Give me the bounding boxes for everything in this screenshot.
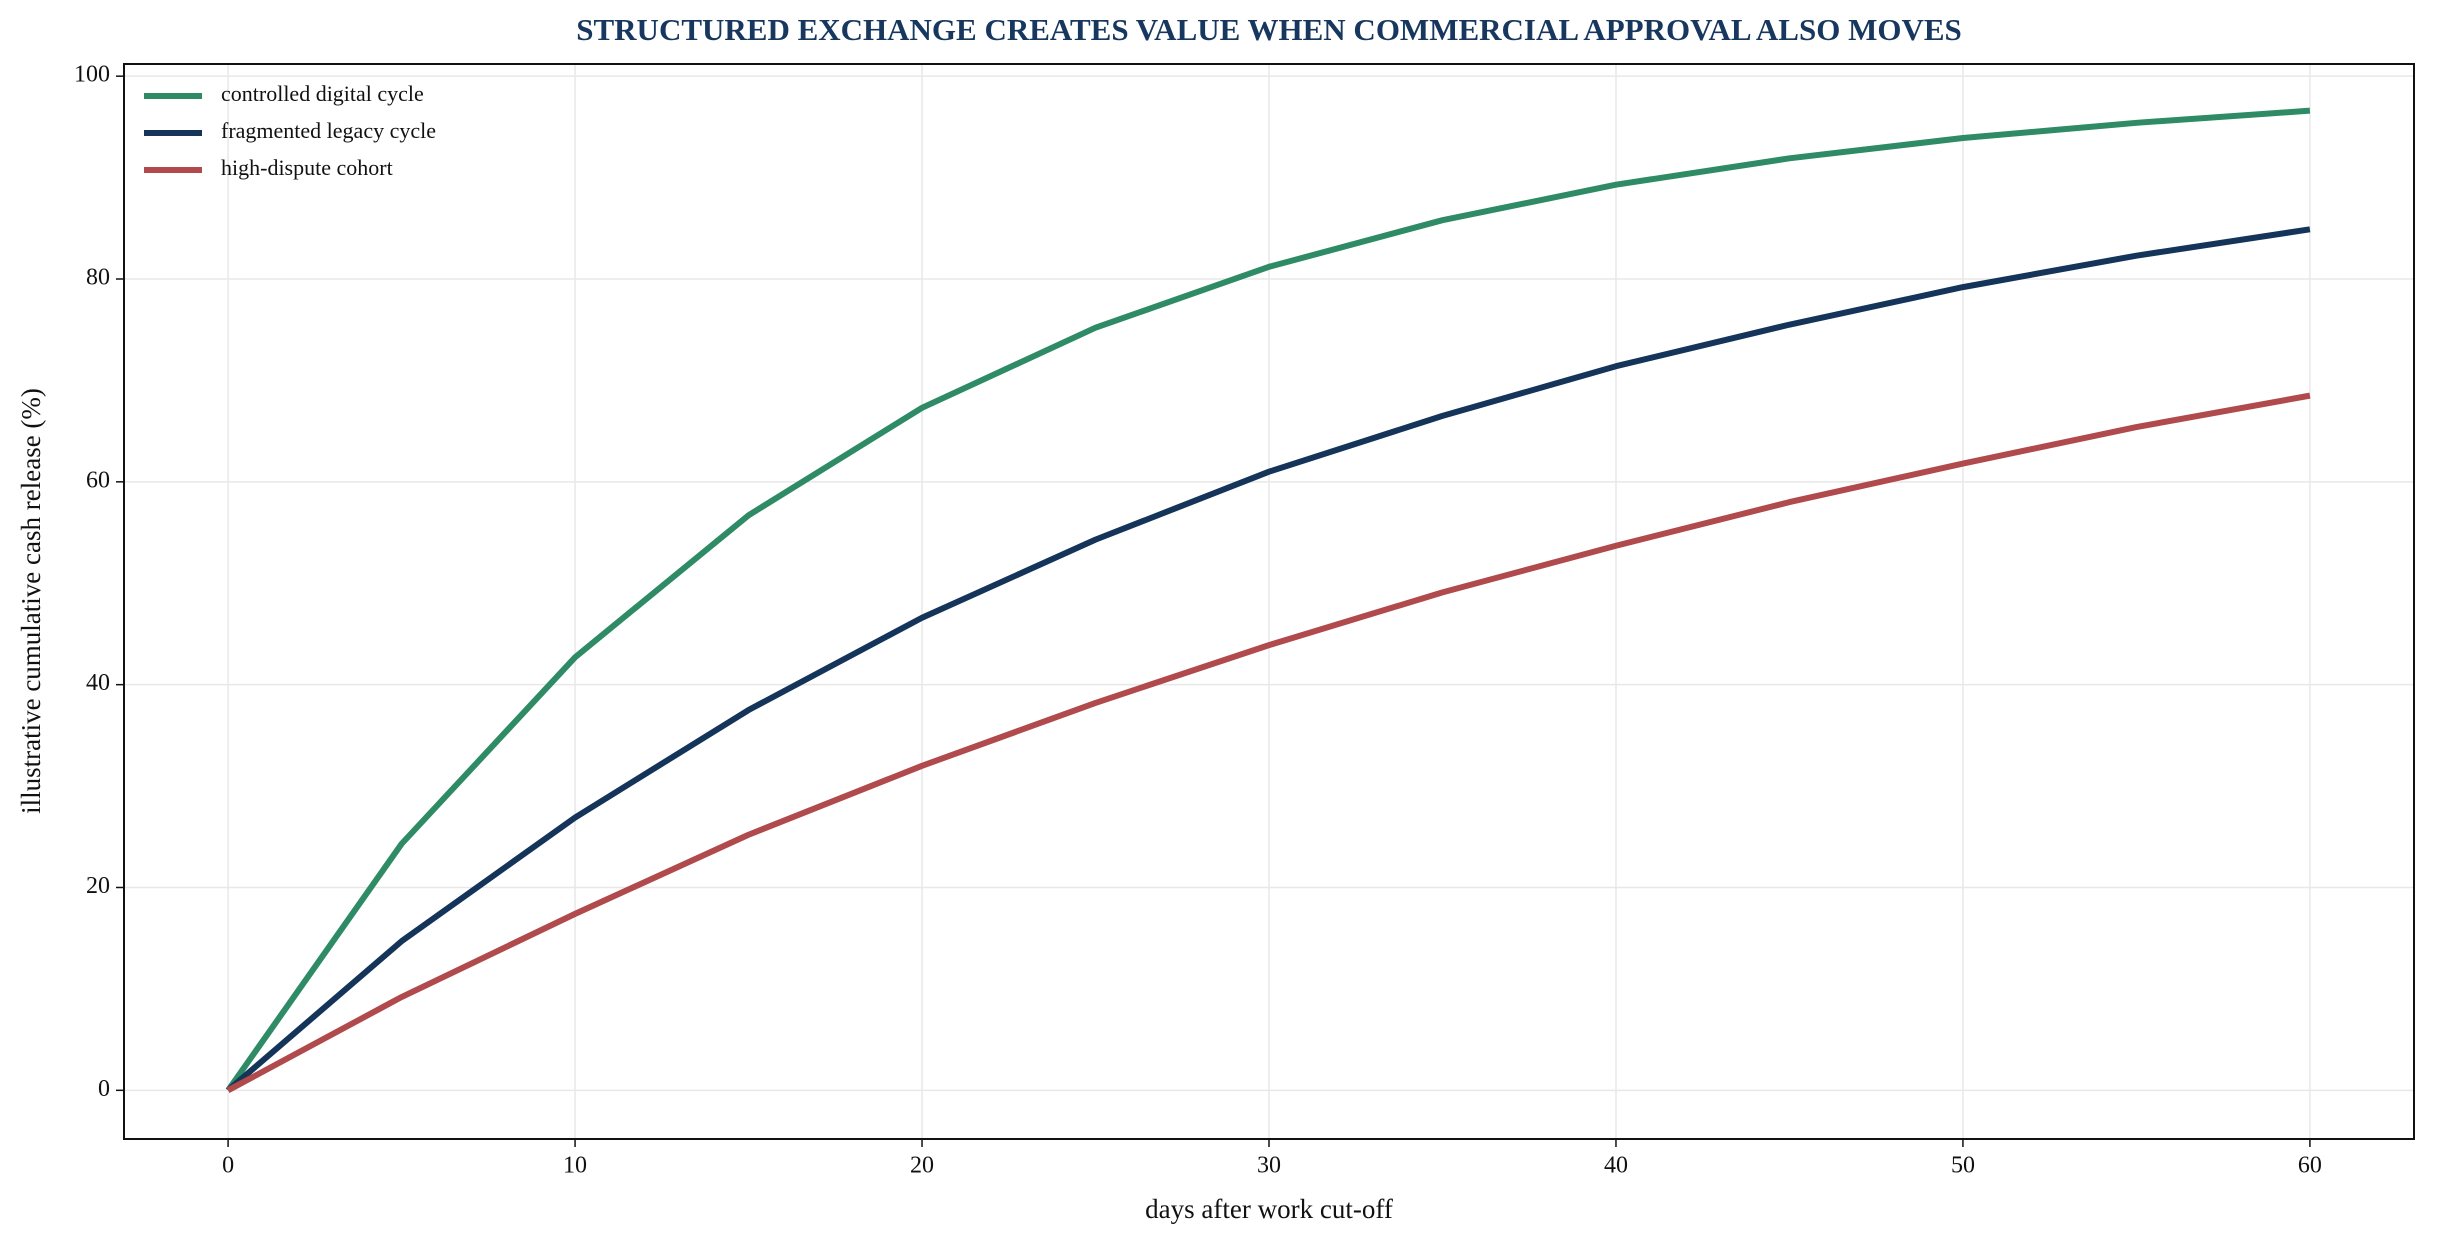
x-tick-label: 60	[2298, 1153, 2322, 1179]
legend-label: controlled digital cycle	[221, 81, 424, 106]
x-tick-label: 50	[1951, 1153, 1975, 1179]
x-tick-label: 40	[1604, 1153, 1628, 1179]
y-axis-label: illustrative cumulative cash release (%)	[16, 388, 46, 814]
x-tick-label: 0	[222, 1153, 234, 1179]
lines	[225, 107, 2311, 1093]
y-tick-label: 20	[86, 873, 110, 899]
legend-label: fragmented legacy cycle	[221, 118, 436, 143]
y-tick-label: 80	[86, 265, 110, 291]
series-line	[225, 107, 2311, 1093]
series-line	[226, 226, 2311, 1093]
y-tick-label: 100	[74, 62, 110, 88]
x-tick-label: 10	[563, 1153, 587, 1179]
ticks: 0 10 20 30 40 50 60 0 20 40 60 80 100	[74, 62, 2322, 1179]
series-line	[226, 392, 2311, 1093]
legend: controlled digital cycle fragmented legac…	[144, 81, 436, 180]
y-tick-label: 40	[86, 670, 110, 696]
x-tick-label: 30	[1257, 1153, 1281, 1179]
grid	[124, 64, 2414, 1139]
x-axis-label: days after work cut-off	[1145, 1194, 1393, 1224]
y-tick-label: 60	[86, 467, 110, 493]
x-tick-label: 20	[910, 1153, 934, 1179]
chart-title: STRUCTURED EXCHANGE CREATES VALUE WHEN C…	[576, 12, 1962, 47]
y-tick-label: 0	[98, 1076, 110, 1102]
legend-label: high-dispute cohort	[221, 155, 393, 180]
